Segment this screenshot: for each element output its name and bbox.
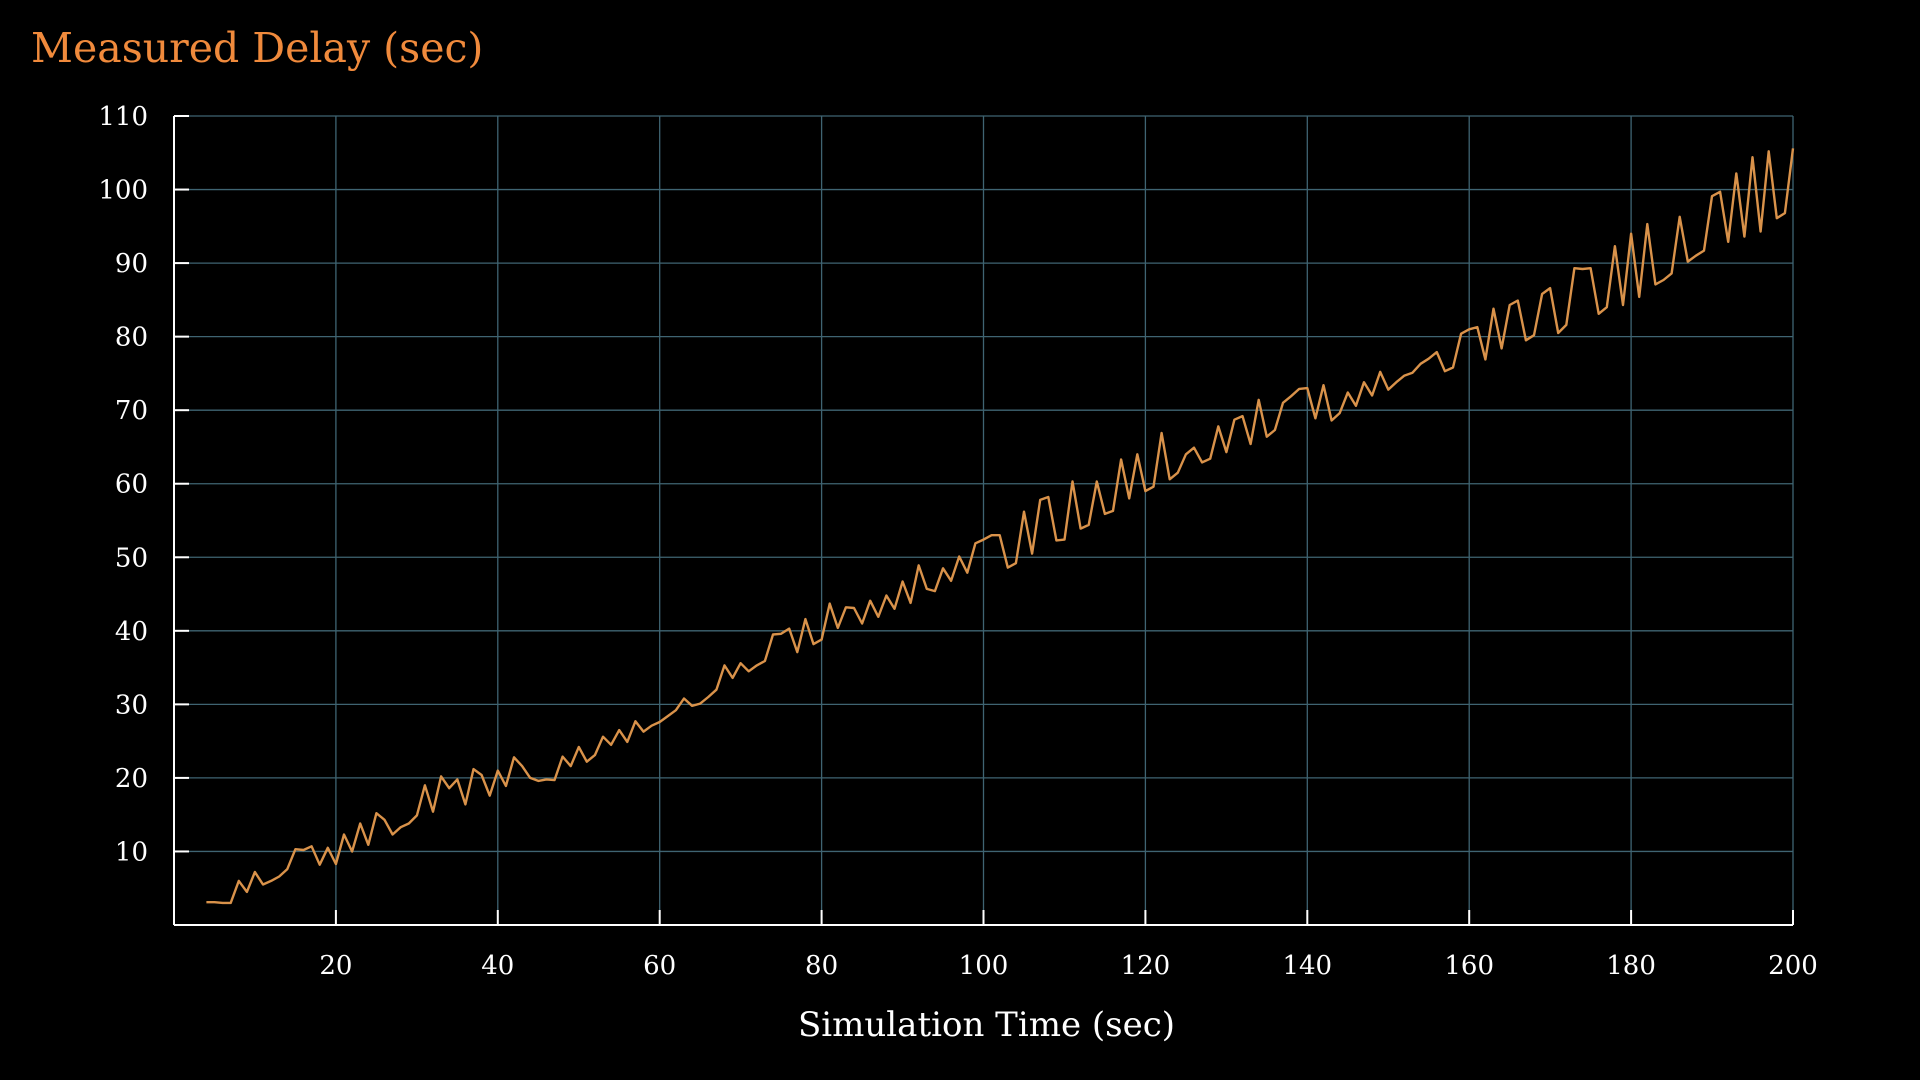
x-tick-label: 80 (805, 951, 838, 981)
x-tick-label: 100 (959, 951, 1009, 981)
x-tick-label: 60 (643, 951, 676, 981)
x-tick-label: 160 (1444, 951, 1494, 981)
y-tick-label: 70 (115, 396, 148, 426)
y-tick-label: 10 (115, 837, 148, 867)
y-tick-label: 100 (98, 176, 148, 206)
x-tick-label: 40 (481, 951, 514, 981)
x-tick-label: 140 (1282, 951, 1332, 981)
x-tick-label: 180 (1606, 951, 1656, 981)
x-axis-label: Simulation Time (sec) (798, 1005, 1176, 1045)
y-tick-label: 60 (115, 470, 148, 500)
y-tick-label: 50 (115, 543, 148, 573)
series-line (206, 148, 1795, 905)
x-tick-label: 20 (319, 951, 352, 981)
y-tick-label: 30 (115, 690, 148, 720)
chart-title: Measured Delay (sec) (31, 24, 484, 72)
y-tick-label: 90 (115, 249, 148, 279)
y-tick-label: 110 (98, 102, 148, 132)
y-tick-label: 80 (115, 323, 148, 353)
y-tick-label: 20 (115, 764, 148, 794)
y-tick-label: 40 (115, 617, 148, 647)
x-tick-label: 200 (1768, 951, 1818, 981)
x-tick-label: 120 (1121, 951, 1171, 981)
